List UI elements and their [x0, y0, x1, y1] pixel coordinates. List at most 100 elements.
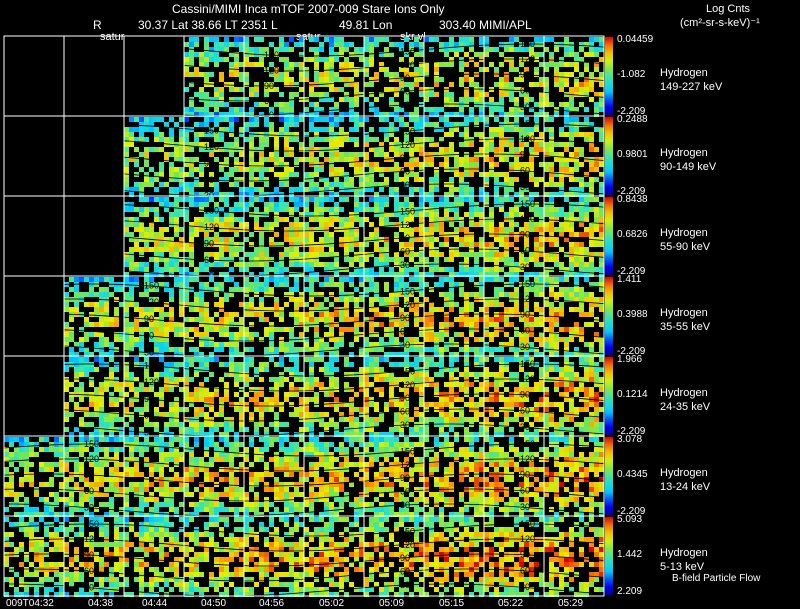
data-cell	[594, 332, 599, 337]
data-cell	[179, 137, 184, 142]
data-cell	[484, 227, 489, 232]
data-cell	[379, 257, 384, 262]
data-cell	[574, 152, 579, 157]
data-cell	[549, 312, 554, 317]
data-cell	[429, 207, 434, 212]
data-cell	[254, 312, 259, 317]
data-cell	[279, 217, 284, 222]
data-cell	[514, 102, 519, 107]
data-cell	[549, 327, 554, 332]
data-cell	[399, 57, 404, 62]
data-cell	[394, 152, 399, 157]
data-cell	[179, 347, 184, 352]
data-cell	[384, 197, 389, 202]
data-cell	[229, 287, 234, 292]
data-cell	[194, 332, 199, 337]
data-cell	[94, 307, 99, 312]
data-cell	[219, 167, 224, 172]
data-cell	[389, 432, 394, 437]
data-cell	[594, 337, 599, 342]
data-cell	[509, 187, 514, 192]
data-cell	[349, 222, 354, 227]
data-cell	[254, 147, 259, 152]
data-cell	[424, 417, 429, 422]
data-cell	[129, 157, 134, 162]
data-cell	[379, 202, 384, 207]
data-cell	[479, 307, 484, 312]
data-cell	[519, 132, 524, 137]
data-cell	[134, 302, 139, 307]
data-cell	[529, 362, 534, 367]
data-cell	[284, 347, 289, 352]
data-cell	[104, 342, 109, 347]
data-cell	[274, 397, 279, 402]
data-cell	[254, 187, 259, 192]
data-cell	[174, 242, 179, 247]
data-cell	[394, 237, 399, 242]
data-cell	[324, 82, 329, 87]
data-cell	[164, 387, 169, 392]
data-cell	[374, 72, 379, 77]
data-cell	[89, 422, 94, 427]
data-cell	[524, 272, 529, 277]
data-cell	[209, 227, 214, 232]
data-cell	[474, 72, 479, 77]
data-cell	[449, 47, 454, 52]
data-cell	[134, 222, 139, 227]
data-cell	[549, 317, 554, 322]
data-cell	[574, 387, 579, 392]
data-cell	[369, 307, 374, 312]
data-cell	[174, 172, 179, 177]
data-cell	[464, 42, 469, 47]
data-cell	[454, 227, 459, 232]
data-cell	[234, 157, 239, 162]
data-cell	[504, 157, 509, 162]
data-cell	[359, 182, 364, 187]
data-cell	[479, 42, 484, 47]
data-cell	[349, 272, 354, 277]
data-cell	[174, 347, 179, 352]
data-cell	[164, 262, 169, 267]
data-cell	[144, 417, 149, 422]
data-cell	[224, 317, 229, 322]
data-cell	[549, 337, 554, 342]
data-cell	[579, 422, 584, 427]
data-cell	[394, 292, 399, 297]
data-cell	[279, 357, 284, 362]
data-cell	[109, 292, 114, 297]
data-cell	[424, 97, 429, 102]
data-cell	[564, 427, 569, 432]
data-cell	[459, 67, 464, 72]
data-cell	[564, 117, 569, 122]
data-cell	[569, 402, 574, 407]
data-cell	[274, 377, 279, 382]
data-cell	[594, 52, 599, 57]
data-cell	[269, 107, 274, 112]
data-cell	[259, 392, 264, 397]
data-cell	[574, 407, 579, 412]
data-cell	[579, 222, 584, 227]
data-cell	[314, 117, 319, 122]
data-cell	[299, 397, 304, 402]
data-cell	[499, 227, 504, 232]
data-cell	[469, 327, 474, 332]
data-cell	[454, 112, 459, 117]
data-cell	[204, 417, 209, 422]
data-cell	[184, 187, 189, 192]
data-cell	[179, 277, 184, 282]
data-cell	[524, 347, 529, 352]
data-cell	[254, 117, 259, 122]
data-cell	[219, 397, 224, 402]
data-cell	[524, 92, 529, 97]
data-cell	[84, 292, 89, 297]
data-cell	[379, 92, 384, 97]
data-cell	[389, 72, 394, 77]
data-cell	[559, 267, 564, 272]
data-cell	[379, 62, 384, 67]
data-cell	[399, 227, 404, 232]
contour-label: 30	[520, 102, 530, 112]
data-cell	[459, 317, 464, 322]
data-cell	[494, 312, 499, 317]
data-cell	[509, 207, 514, 212]
data-cell	[194, 397, 199, 402]
